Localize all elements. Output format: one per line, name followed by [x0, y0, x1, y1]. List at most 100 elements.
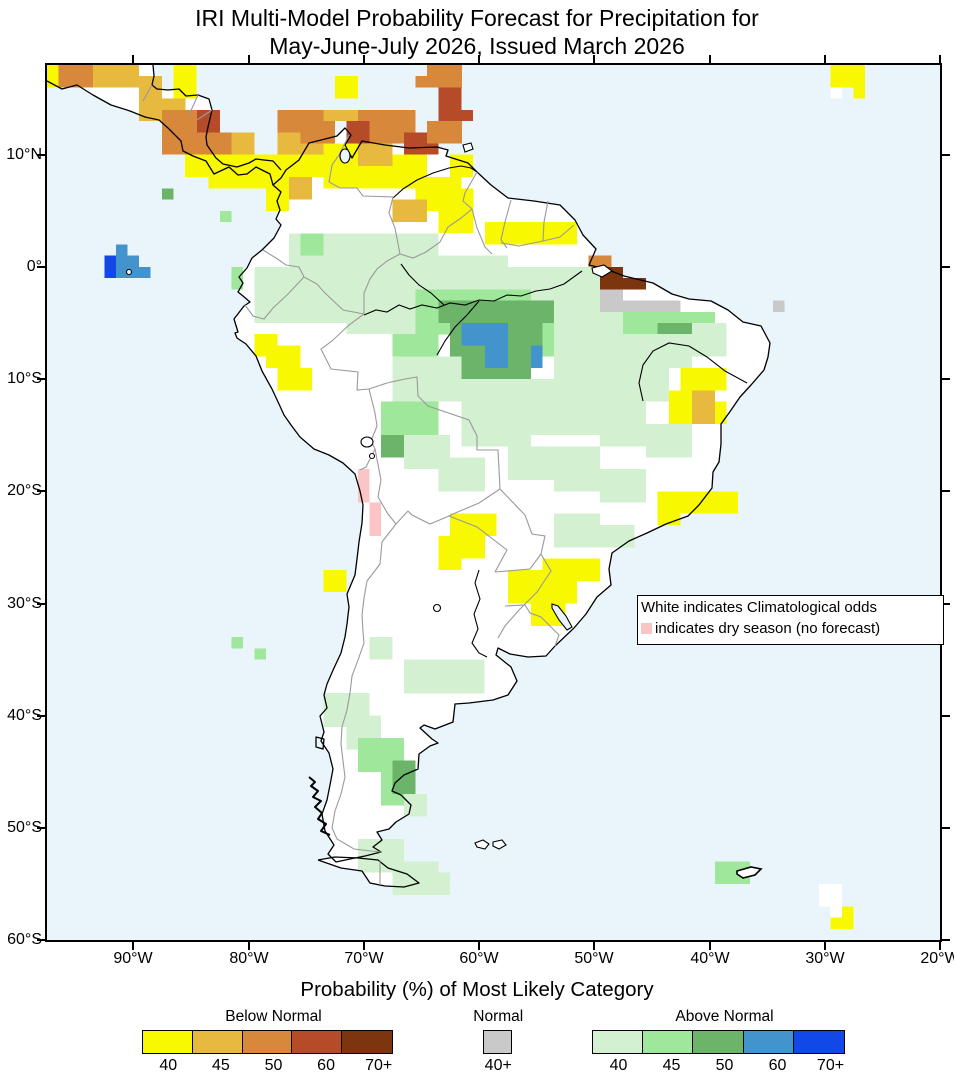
rivers	[363, 165, 748, 658]
lat-tick-left	[37, 715, 45, 717]
forecast-cell	[588, 255, 612, 267]
legend-value-label: 70+	[365, 1057, 393, 1074]
forecast-cell	[335, 76, 358, 99]
map-frame	[45, 63, 942, 942]
lake-poopo	[368, 452, 376, 460]
forecast-cell	[841, 906, 854, 929]
forecast-cells-layer	[47, 65, 865, 929]
legend-value-label: 70+	[816, 1057, 845, 1074]
legend-group-label: Below Normal	[225, 1008, 322, 1025]
forecast-cell	[438, 536, 485, 559]
legend-group-label: Normal	[473, 1008, 524, 1025]
rio-negro	[400, 263, 445, 306]
forecast-cell	[254, 166, 289, 189]
lon-tick-bottom	[363, 942, 365, 950]
forecast-cell	[703, 491, 739, 514]
forecast-cell	[277, 132, 301, 155]
lat-tick-label: 0°	[26, 258, 42, 275]
lon-tick-top	[363, 55, 365, 63]
forecast-cell	[438, 300, 554, 323]
forecast-cell	[116, 266, 151, 279]
forecast-cell	[392, 199, 428, 222]
forecast-cell	[438, 457, 485, 492]
lat-tick-label: 30°S	[7, 595, 42, 612]
forecast-cell	[231, 132, 255, 155]
forecast-cell	[657, 513, 681, 525]
legend-color-chip	[692, 1030, 745, 1054]
forecast-cell	[669, 390, 693, 424]
central-america-land	[47, 65, 281, 185]
forecast-cell	[427, 121, 462, 144]
falkland-island-west	[474, 839, 490, 850]
forecast-cell	[715, 861, 750, 884]
legend-group-normal: Normal 40+	[473, 1008, 523, 1075]
legend-value-label: 40	[609, 1057, 628, 1074]
forecast-cell	[553, 356, 623, 402]
lat-tick-left	[37, 154, 45, 156]
forecast-cell	[219, 210, 232, 222]
legend-color-chip	[191, 1030, 244, 1054]
forecast-cell	[553, 446, 600, 492]
lon-tick-label: 30°W	[805, 950, 845, 967]
forecast-cell	[196, 109, 220, 133]
forecast-cell	[358, 468, 370, 503]
lon-tick-bottom	[593, 942, 595, 950]
title-block: IRI Multi-Model Probability Forecast for…	[0, 4, 954, 60]
caribbean-coast	[151, 65, 282, 171]
forecast-cell	[853, 87, 865, 99]
legend-value-row: 40+	[483, 1057, 514, 1075]
forecast-cell	[404, 659, 485, 694]
forecast-cell	[830, 87, 842, 99]
legend-value-label: 45	[662, 1057, 681, 1074]
forecast-cell	[507, 569, 577, 604]
forecast-cell	[116, 255, 140, 267]
forecast-cell	[692, 390, 716, 424]
forecast-cell	[381, 401, 439, 436]
legend-value-row: 40 45 50 60 70+	[142, 1057, 405, 1075]
climatology-note-box: White indicates Climatological odds indi…	[637, 595, 944, 645]
dry-season-swatch	[641, 623, 652, 634]
legend-group-below-normal: Below Normal 40 45 50 60 70+	[142, 1008, 405, 1075]
tierra-del-fuego-coast	[317, 856, 420, 888]
forecast-cell	[461, 412, 531, 447]
forecast-cell	[715, 401, 727, 424]
chiloe-island	[315, 736, 325, 750]
orinoco-river	[392, 165, 478, 199]
legend-color-chip	[291, 1030, 343, 1054]
sao-francisco-river	[638, 342, 748, 402]
forecast-cell	[358, 143, 393, 166]
forecast-cell	[530, 401, 600, 436]
lat-tick-label: 20°S	[7, 482, 42, 499]
note-line-2: indicates dry season (no forecast)	[641, 618, 940, 639]
trinidad-island	[462, 142, 474, 153]
lat-tick-left	[37, 266, 45, 268]
forecast-cell	[208, 177, 266, 189]
forecast-cell	[553, 513, 600, 548]
legend-value-label: 60	[317, 1057, 335, 1074]
forecast-cell	[461, 356, 531, 380]
legend-value-label: 50	[264, 1057, 283, 1074]
forecast-cell	[93, 65, 140, 88]
legend-color-chip	[142, 1030, 194, 1054]
forecast-cell	[265, 345, 301, 368]
lat-tick-label: 60°S	[7, 931, 42, 948]
lon-tick-bottom	[824, 942, 826, 950]
legend-color-chip	[742, 1030, 795, 1054]
forecast-cell	[47, 65, 59, 88]
forecast-cell	[173, 65, 197, 99]
forecast-cell	[484, 345, 508, 368]
lon-tick-label: 70°W	[344, 950, 384, 967]
lat-tick-label: 50°S	[7, 819, 42, 836]
forecast-cell	[231, 637, 243, 649]
lon-tick-label: 50°W	[574, 950, 614, 967]
forecast-cell	[288, 177, 312, 200]
forecast-cell	[623, 367, 670, 402]
forecast-cell	[404, 794, 428, 817]
forecast-cell	[484, 222, 577, 245]
lon-tick-bottom	[248, 942, 250, 950]
lon-tick-top	[132, 55, 134, 63]
south-georgia-island	[736, 866, 763, 879]
forecast-cell	[680, 367, 727, 391]
lon-tick-label: 60°W	[459, 950, 499, 967]
lat-tick-right	[942, 378, 950, 380]
